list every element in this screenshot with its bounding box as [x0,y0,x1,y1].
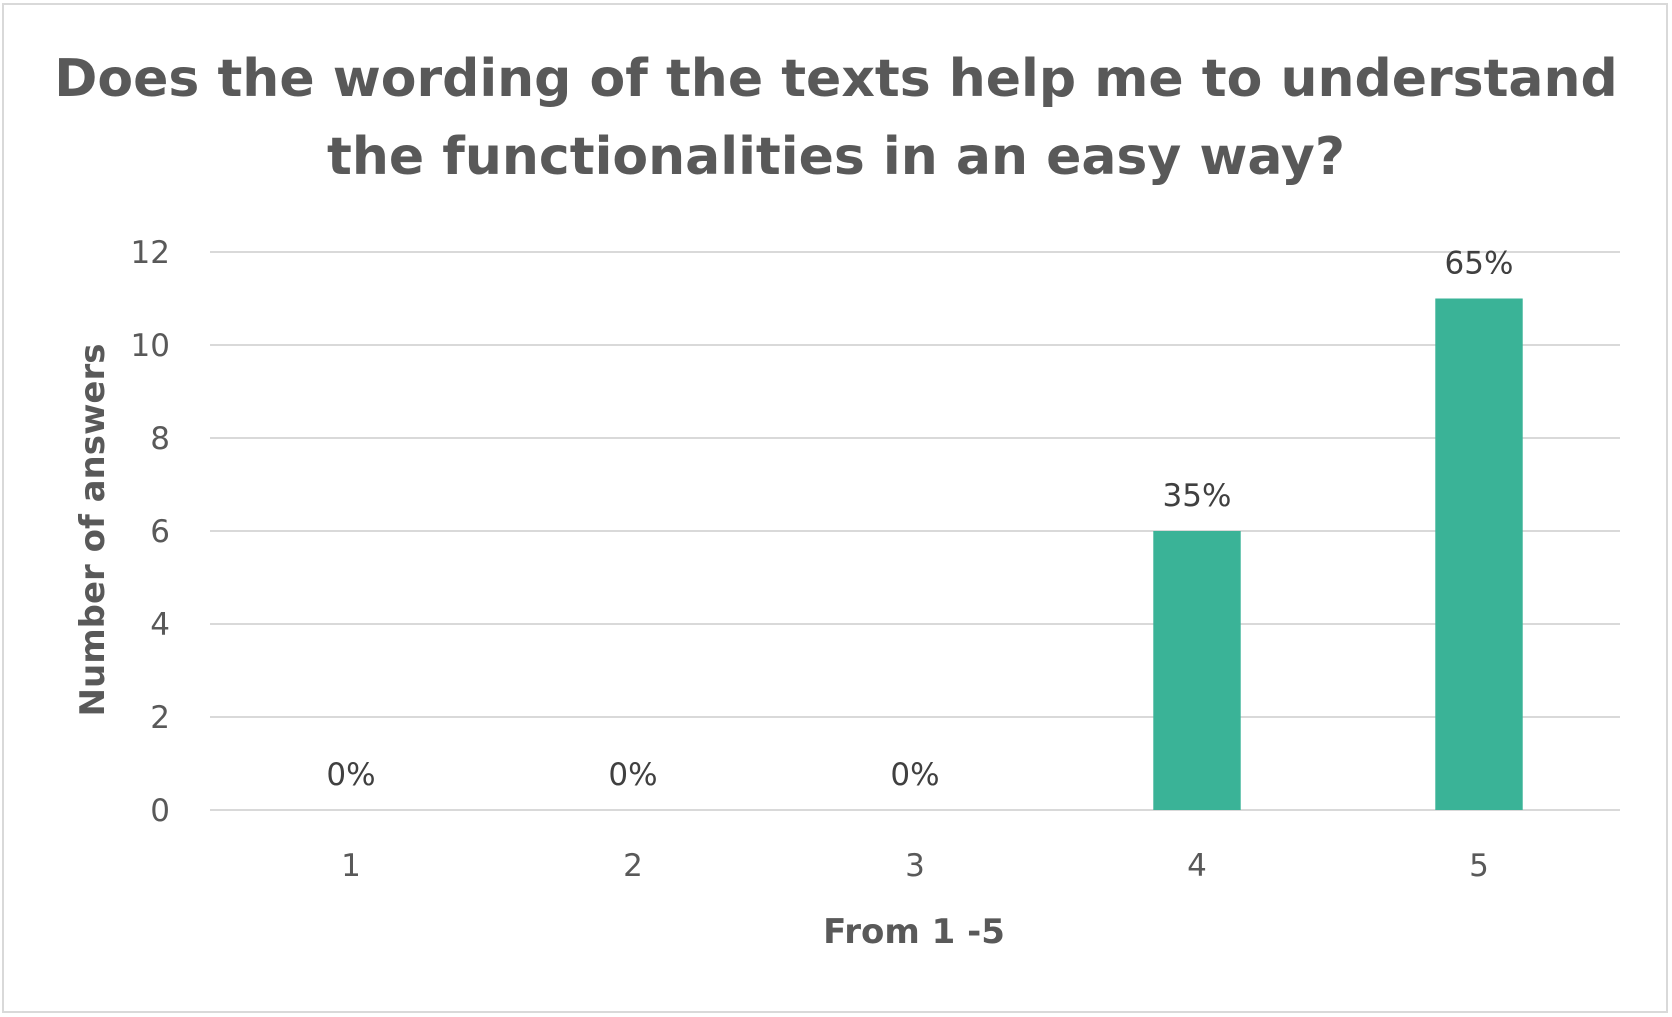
bars [1153,298,1523,810]
data-label: 35% [1163,478,1232,514]
chart-title: Does the wording of the texts help me to… [54,49,1618,187]
y-tick-label: 6 [150,514,170,550]
data-labels: 0% 0% 0% 35% 65% [326,246,1513,794]
y-tick-label: 0 [150,793,170,829]
x-tick-label: 1 [341,848,361,884]
x-tick-label: 2 [623,848,643,884]
gridlines [210,251,1620,811]
y-tick-label: 2 [150,700,170,736]
data-label: 0% [890,757,939,793]
data-label: 0% [326,757,375,793]
y-tick-label: 8 [150,421,170,457]
x-tick-label: 3 [905,848,925,884]
x-axis-title: From 1 -5 [823,912,1005,952]
y-tick-label: 10 [131,328,170,364]
x-tick-label: 5 [1469,848,1489,884]
data-label: 0% [608,757,657,793]
bar-5 [1435,298,1523,810]
bar-4 [1153,531,1241,810]
y-tick-label: 12 [131,235,170,271]
data-label: 65% [1445,246,1514,282]
y-tick-label: 4 [150,607,170,643]
x-axis-ticks: 1 2 3 4 5 [341,848,1489,884]
y-axis-title: Number of answers [73,344,113,717]
x-tick-label: 4 [1187,848,1207,884]
y-axis-ticks: 0 2 4 6 8 10 12 [131,235,170,829]
chart-frame [2,3,1668,1013]
